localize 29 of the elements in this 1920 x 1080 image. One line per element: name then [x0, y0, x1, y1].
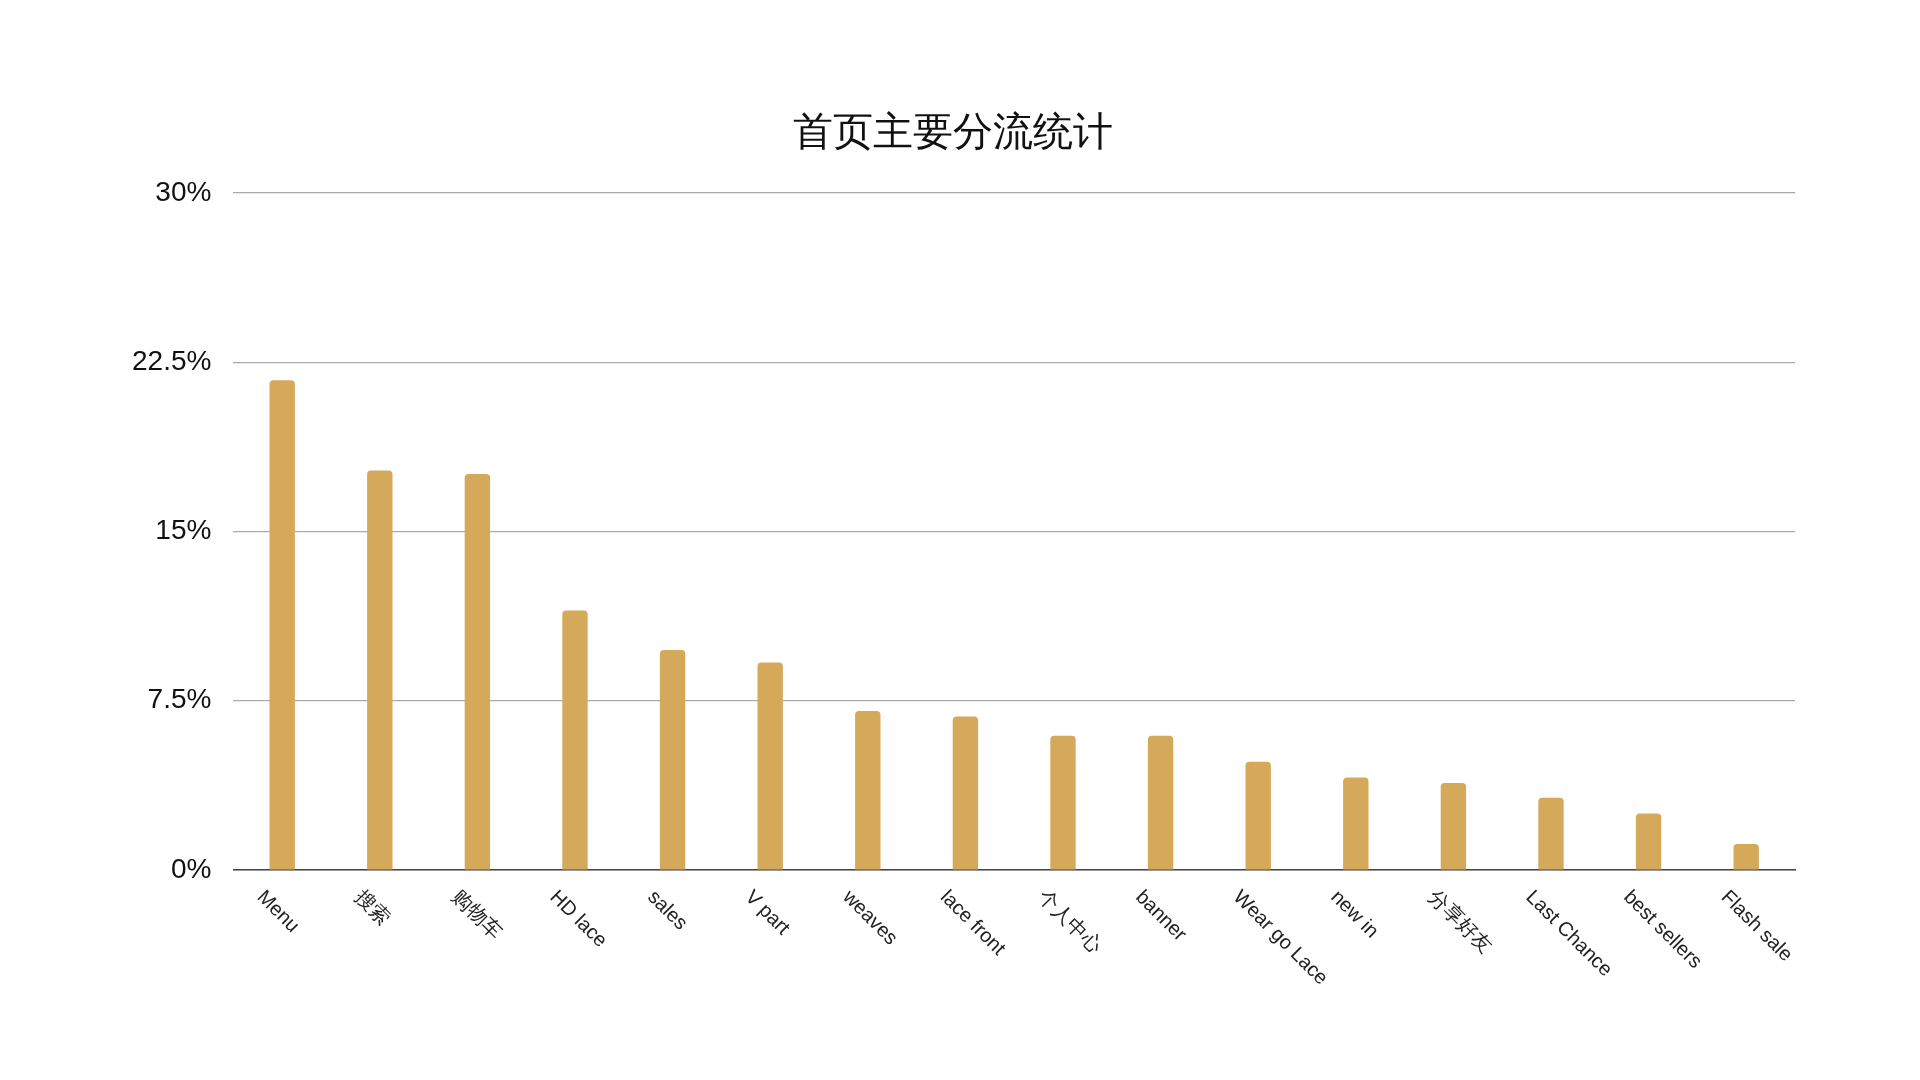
x-tick-label: 分享好友 — [1424, 885, 1497, 958]
x-tick-label: V part — [741, 885, 796, 939]
bar — [562, 610, 588, 870]
x-tick-label: HD lace — [546, 885, 613, 952]
bar — [757, 662, 783, 870]
y-tick-label: 0% — [170, 852, 212, 884]
y-tick-label: 22.5% — [131, 344, 212, 376]
bar — [1050, 735, 1076, 870]
bar — [1440, 783, 1467, 870]
x-tick-label: 搜索 — [351, 885, 395, 930]
bar — [269, 380, 295, 870]
bar — [1538, 797, 1564, 870]
bar — [1635, 813, 1662, 870]
y-tick-label: 30% — [155, 175, 212, 207]
bar — [1343, 777, 1369, 870]
bar — [1147, 735, 1174, 870]
bar — [464, 473, 491, 870]
chart-title: 首页主要分流统计 — [792, 109, 1113, 154]
x-tick-label: 购物车 — [448, 885, 507, 944]
bar — [659, 649, 686, 870]
bar — [367, 470, 393, 870]
y-tick-label: 7.5% — [147, 683, 212, 715]
x-tick-label: new in — [1327, 885, 1384, 942]
bar — [855, 710, 881, 870]
y-tick-label: 15% — [155, 514, 212, 546]
bar — [1245, 761, 1271, 870]
bar — [1733, 844, 1759, 870]
bar — [952, 716, 979, 870]
x-tick-label: 个人中心 — [1034, 885, 1107, 958]
